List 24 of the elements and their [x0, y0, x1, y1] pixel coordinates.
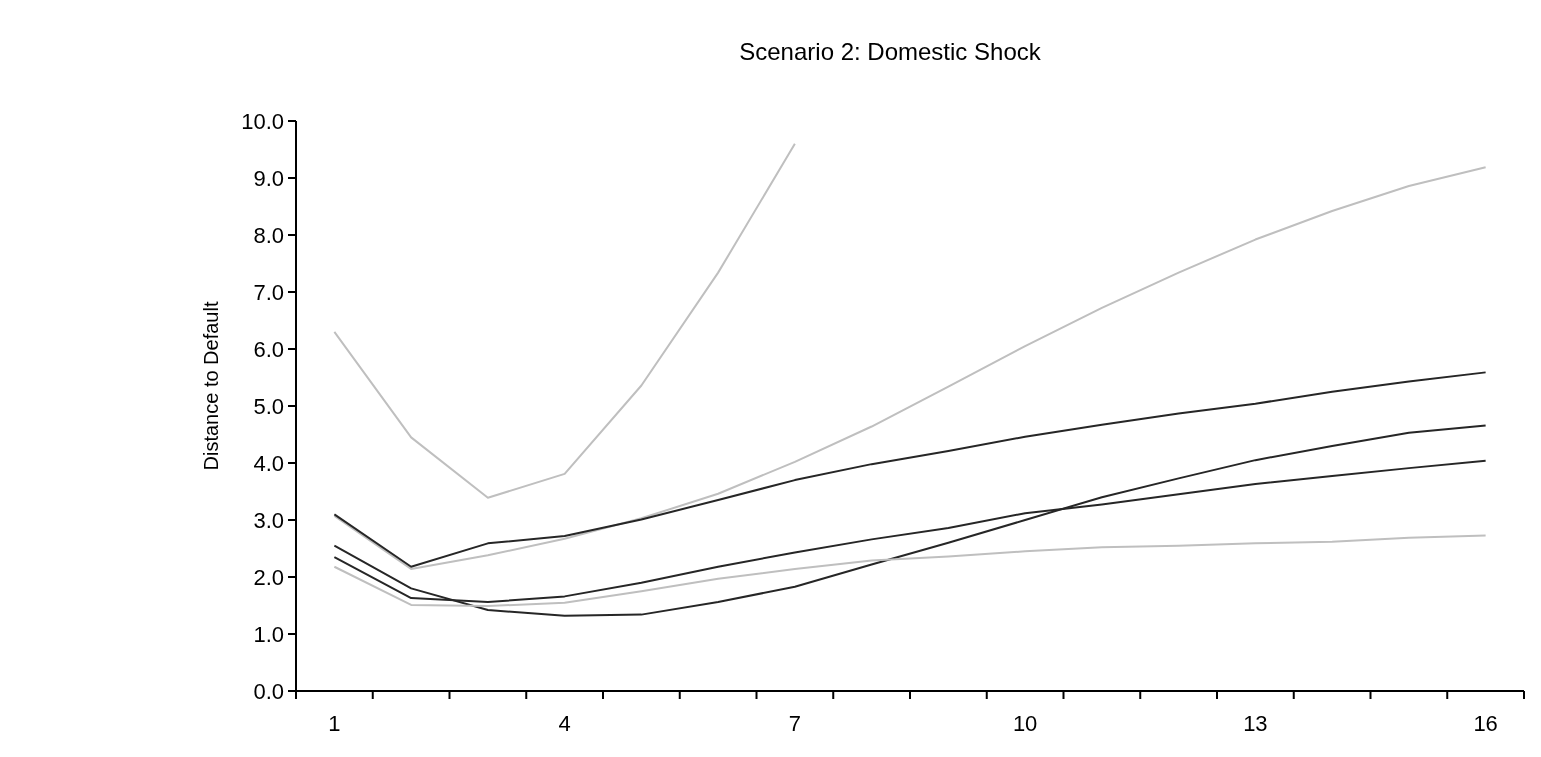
- y-tick-label: 10.0: [241, 108, 284, 134]
- line-series: [333, 424, 1487, 617]
- y-tick-label: 9.0: [253, 165, 284, 191]
- y-tick-label: 3.0: [253, 507, 284, 533]
- y-tick-label: 2.0: [253, 564, 284, 590]
- x-tick-label: 13: [1243, 711, 1268, 736]
- y-tick-label: 8.0: [253, 222, 284, 248]
- line-series: [333, 534, 1487, 608]
- y-tick-label: 1.0: [253, 621, 284, 647]
- y-tick-label: 6.0: [253, 336, 284, 362]
- x-tick-label: 4: [558, 711, 571, 736]
- chart-title: Scenario 2: Domestic Shock: [739, 38, 1042, 65]
- line-series: [333, 166, 1487, 571]
- y-axis-title: Distance to Default: [200, 301, 222, 471]
- x-tick-label: 1: [328, 711, 341, 736]
- y-tick-label: 0.0: [253, 678, 284, 704]
- x-tick-label: 16: [1473, 711, 1498, 736]
- y-tick-label: 5.0: [253, 393, 284, 419]
- y-tick-label: 7.0: [253, 279, 284, 305]
- line-series: [333, 371, 1487, 568]
- x-tick-label: 7: [788, 711, 801, 736]
- x-tick-label: 10: [1012, 711, 1038, 736]
- line-series: [333, 142, 796, 499]
- y-tick-label: 4.0: [253, 450, 284, 476]
